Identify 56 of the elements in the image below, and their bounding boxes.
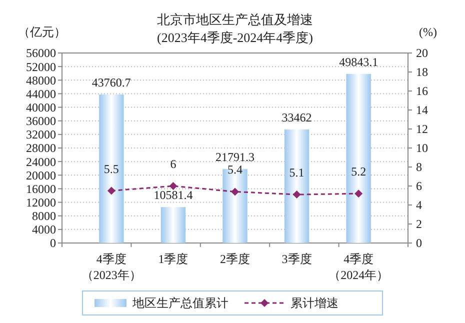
bar [346, 74, 371, 243]
y-tick-label: 48000 [26, 73, 56, 88]
y-tick-label: 0 [50, 236, 56, 250]
y2-tick-label: 8 [416, 160, 422, 174]
y-tick-label: 4000 [32, 222, 56, 237]
y2-tick-label: 4 [416, 198, 422, 212]
x-tick-label: 4季度（2024年） [328, 252, 389, 282]
bar [160, 207, 186, 243]
data-label: 6 [170, 157, 176, 171]
y2-tick-label: 10 [416, 141, 428, 156]
y2-tick-label: 12 [416, 122, 428, 136]
y2-tick-label: 20 [416, 46, 428, 60]
data-label: 5.5 [104, 162, 119, 176]
y-tick-label: 28000 [26, 141, 56, 156]
y-tick-label: 24000 [26, 154, 56, 169]
legend-label: 地区生产总值累计 [132, 296, 228, 310]
y2-tick-label: 16 [416, 84, 428, 98]
point [292, 190, 301, 199]
y2-axis-title: (%) [419, 25, 437, 39]
chart-title: 北京市地区生产总值及增速 [157, 12, 313, 27]
x-tick-label: 2季度 [220, 252, 250, 266]
y2-tick-label: 2 [416, 217, 422, 232]
data-label: 33462 [282, 110, 312, 124]
bar [284, 129, 310, 243]
y-tick-label: 36000 [26, 114, 56, 128]
y-axis-title: （亿元） [18, 25, 66, 39]
y2-tick-label: 18 [416, 65, 428, 80]
point [169, 182, 178, 190]
y-tick-label: 52000 [26, 60, 56, 74]
y-tick-label: 20000 [26, 168, 56, 182]
legend-label: 累计增速 [290, 296, 338, 310]
point [231, 188, 239, 196]
data-label: 21791.3 [216, 150, 254, 164]
y-tick-label: 40000 [26, 100, 56, 114]
y2-tick-label: 6 [416, 179, 422, 194]
point [354, 190, 363, 198]
y2-tick-label: 0 [416, 236, 422, 250]
y-tick-label: 16000 [26, 182, 56, 196]
data-label: 43760.7 [92, 76, 131, 90]
x-tick-label: 1季度 [158, 252, 188, 266]
data-label: 5.2 [351, 164, 366, 179]
data-label: 5.4 [228, 162, 242, 177]
x-tick-label: 3季度 [282, 252, 312, 266]
bar [99, 94, 124, 243]
y-tick-label: 56000 [26, 46, 56, 60]
data-label: 5.1 [289, 166, 304, 180]
data-label: 49843.1 [339, 54, 378, 69]
y-tick-label: 12000 [26, 195, 56, 210]
x-tick-label: 4季度（2023年） [81, 252, 142, 282]
chart-subtitle: (2023年4季度-2024年4季度) [157, 30, 313, 45]
data-label: 10581.4 [154, 188, 193, 202]
y-tick-label: 44000 [26, 86, 56, 101]
y2-tick-label: 14 [416, 103, 428, 118]
point [107, 186, 116, 195]
y-tick-label: 8000 [32, 209, 56, 224]
y-tick-label: 32000 [26, 128, 56, 142]
